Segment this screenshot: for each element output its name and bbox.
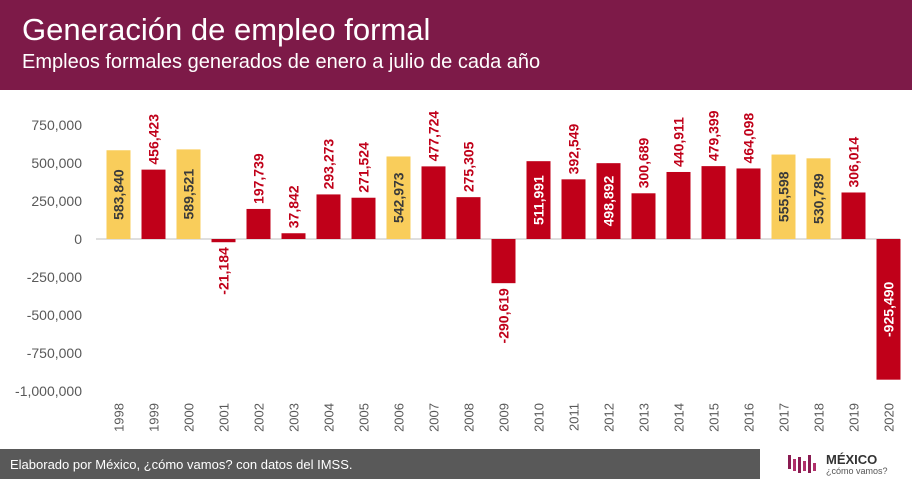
logo-text: MÉXICO: [826, 452, 878, 467]
bar-value-label: 306,014: [846, 137, 862, 188]
bar-value-label: 464,098: [741, 113, 757, 164]
bar-2009: [491, 239, 516, 284]
x-tick-label: 2007: [427, 403, 442, 432]
y-tick-label: 500,000: [31, 155, 82, 171]
y-tick-label: -250,000: [27, 269, 82, 285]
x-tick-label: 2010: [532, 403, 547, 432]
source-note: Elaborado por México, ¿cómo vamos? con d…: [10, 457, 353, 472]
bar-value-label: -21,184: [216, 247, 232, 295]
bar-2010: [526, 161, 551, 239]
bar-2005: [351, 197, 376, 239]
x-tick-label: 2015: [707, 403, 722, 432]
x-tick-label: 1998: [112, 403, 127, 432]
bar-value-label: 479,399: [706, 110, 722, 161]
x-tick-label: 2018: [812, 403, 827, 432]
x-tick-label: 2008: [462, 403, 477, 432]
footer-bar: Elaborado por México, ¿cómo vamos? con d…: [0, 449, 760, 479]
bar-value-label: 300,689: [636, 137, 652, 188]
bar-2001: [211, 239, 236, 243]
header-banner: Generación de empleo formal Empleos form…: [0, 0, 912, 90]
bar-2017: [771, 154, 796, 239]
y-tick-label: -750,000: [27, 345, 82, 361]
x-tick-label: 2003: [287, 403, 302, 432]
bar-labels: 583,840 456,423 589,521 -21,184 197,739 37,84…: [111, 110, 897, 343]
y-tick-label: -1,000,000: [15, 383, 82, 399]
x-tick-label: 2020: [882, 403, 897, 432]
x-tick-label: 2006: [392, 403, 407, 432]
x-tick-label: 2013: [637, 403, 652, 432]
bar-value-label: 275,305: [461, 141, 477, 192]
bar-value-label: 583,840: [111, 169, 127, 220]
bar-2002: [246, 208, 271, 239]
bar-chart: 750,000 500,000 250,000 0 -250,000 -500,000 -7…: [15, 110, 901, 432]
bar-value-label: 456,423: [146, 114, 162, 165]
bar-2011: [561, 179, 586, 239]
bar-value-label: 511,991: [531, 175, 547, 225]
bar-value-label: 440,911: [671, 117, 687, 167]
bar-2006: [386, 156, 411, 239]
bar-2000: [176, 149, 201, 239]
bar-value-label: -290,619: [496, 288, 512, 343]
bar-2012: [596, 163, 621, 239]
bar-value-label: 197,739: [251, 153, 267, 204]
bar-value-label: 589,521: [181, 169, 197, 220]
bar-2016: [736, 168, 761, 239]
bar-value-label: 530,789: [811, 173, 827, 224]
x-tick-label: 2017: [777, 403, 792, 432]
bar-2018: [806, 158, 831, 239]
y-tick-label: 750,000: [31, 117, 82, 133]
bar-value-label: 498,892: [601, 176, 617, 227]
x-tick-label: 2011: [567, 403, 582, 431]
y-tick-label: -500,000: [27, 307, 82, 323]
x-tick-label: 2001: [217, 403, 232, 432]
mexico-como-vamos-logo: MÉXICO ¿cómo vamos?: [786, 451, 906, 477]
bar-2019: [841, 192, 866, 239]
x-tick-label: 2014: [672, 403, 687, 432]
bar-value-label: 555,598: [776, 171, 792, 222]
bar-2015: [701, 166, 726, 239]
bar-value-label: 293,273: [321, 139, 337, 190]
bar-1999: [141, 169, 166, 239]
bar-2013: [631, 193, 656, 239]
y-tick-label: 0: [74, 231, 82, 247]
x-tick-label: 2019: [847, 403, 862, 432]
x-tick-label: 2000: [182, 403, 197, 432]
bar-value-label: 271,524: [356, 142, 372, 193]
x-tick-label: 2004: [322, 403, 337, 432]
logo-subtext: ¿cómo vamos?: [826, 466, 888, 476]
bar-value-label: -925,490: [881, 281, 897, 336]
bar-2003: [281, 233, 306, 239]
x-tick-label: 2016: [742, 403, 757, 432]
footer: Elaborado por México, ¿cómo vamos? con d…: [0, 449, 912, 479]
bar-2014: [666, 171, 691, 239]
x-tick-label: 2009: [497, 403, 512, 432]
chart-title: Generación de empleo formal: [22, 12, 431, 47]
bar-2008: [456, 197, 481, 239]
bar-2007: [421, 166, 446, 239]
y-tick-label: 250,000: [31, 193, 82, 209]
bar-value-label: 392,549: [566, 124, 582, 175]
x-tick-label: 2002: [252, 403, 267, 432]
bar-value-label: 542,973: [391, 172, 407, 223]
logo-mark-icon: [788, 455, 816, 473]
x-axis: 1998 1999 2000 2001 2002 2003 2004 2005 2006 2007…: [112, 403, 897, 432]
bar-2020: [876, 239, 901, 380]
y-axis: 750,000 500,000 250,000 0 -250,000 -500,000 -7…: [15, 117, 82, 399]
bar-1998: [106, 150, 131, 239]
bar-value-label: 37,842: [286, 185, 302, 228]
bar-2004: [316, 194, 341, 239]
x-tick-label: 2012: [602, 403, 617, 432]
bar-value-label: 477,724: [426, 111, 442, 162]
chart-subtitle: Empleos formales generados de enero a ju…: [22, 51, 541, 73]
x-tick-label: 1999: [147, 403, 162, 432]
bars: [106, 149, 901, 380]
x-tick-label: 2005: [357, 403, 372, 432]
